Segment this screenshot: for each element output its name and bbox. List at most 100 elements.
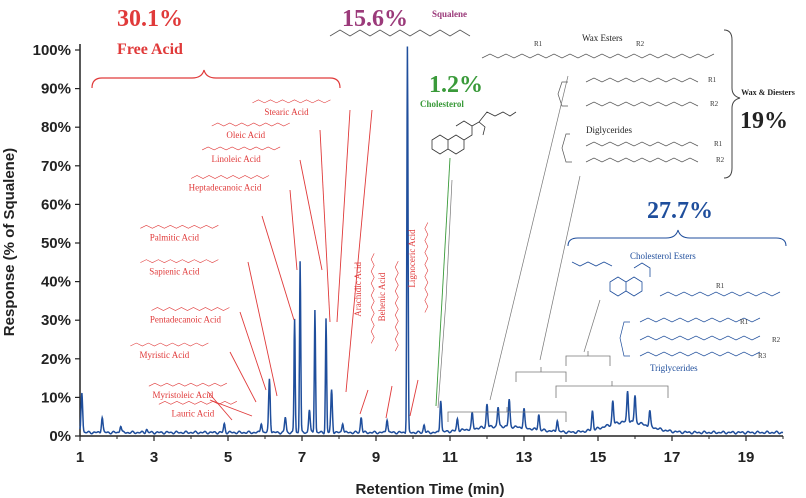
x-tick-label: 1: [76, 449, 84, 466]
pointer-line: [583, 299, 601, 353]
x-tick-label: 5: [224, 449, 232, 466]
acid-structure: [394, 260, 399, 352]
acid-pointer-line: [345, 109, 373, 393]
trace-layer: [79, 46, 784, 435]
cholesterol-esters-brace: [567, 229, 787, 247]
cholesterol-esters-label: Cholesterol Esters: [630, 251, 696, 261]
y-tick-label: 100%: [33, 42, 71, 59]
x-tick-label: 17: [664, 449, 681, 466]
acid-structure: [158, 400, 237, 405]
pointer-line: [539, 175, 581, 361]
ester-chain: [639, 317, 761, 323]
acid-label: Lignoceric Acid: [407, 229, 417, 288]
acid-label: Lauric Acid: [171, 408, 214, 418]
x-axis-label: Retention Time (min): [356, 481, 505, 498]
r-group-label: R2: [716, 156, 725, 164]
acid-structure: [148, 382, 227, 387]
acid-pointer-line: [239, 311, 267, 391]
diglycerides-label: Diglycerides: [586, 125, 632, 135]
axes: 0%10%20%30%40%50%60%70%80%90%100%1 3 5 7 9 11…: [33, 42, 784, 466]
glyceride-chain: [585, 141, 699, 147]
acid-pointer-line: [229, 351, 257, 403]
acid-label: Sapienic Acid: [149, 267, 200, 277]
acid-label: Oleic Acid: [226, 130, 265, 140]
y-tick-label: 90%: [41, 81, 71, 98]
glyceride-backbone: [557, 81, 572, 163]
acid-label: Pentadecanoic Acid: [150, 315, 222, 325]
acid-label: Arachidic Acid: [353, 261, 363, 316]
glyceride-chain: [585, 77, 699, 83]
acid-pointer-line: [247, 261, 278, 397]
chromatogram-trace: [79, 46, 784, 435]
free-acid-percent: 30.1%: [117, 6, 183, 32]
peak-group-bracket: [447, 407, 567, 422]
acid-pointer-line: [289, 189, 298, 271]
y-tick-label: 60%: [41, 196, 71, 213]
r-group-label: R1: [740, 318, 749, 326]
y-tick-label: 20%: [41, 351, 71, 368]
cholesterol-label: Cholesterol: [420, 99, 464, 109]
wax-esters-label: Wax Esters: [582, 33, 623, 43]
acid-pointer-line: [209, 399, 253, 417]
free-acid-brace: [91, 69, 341, 89]
x-tick-label: 13: [516, 449, 533, 466]
x-tick-label: 19: [738, 449, 755, 466]
cholesterol-esters-percent: 27.7%: [647, 198, 713, 224]
acid-pointer-line: [359, 389, 369, 415]
squalene-label: Squalene: [432, 9, 467, 19]
cholesterol-pointer: [435, 157, 451, 407]
y-tick-label: 30%: [41, 312, 71, 329]
cholesterol-structure: [431, 111, 517, 155]
ester-chain: [639, 351, 761, 357]
r-group-label: R1: [708, 76, 717, 84]
cholesterol-ester-structure: [571, 261, 651, 297]
acid-structure: [370, 253, 375, 344]
acid-structure: [211, 122, 290, 127]
acid-structure: [151, 307, 230, 311]
peak-group-bracket: [565, 351, 611, 366]
x-tick-label: 9: [372, 449, 380, 466]
acid-label: Palmitic Acid: [150, 232, 200, 242]
ester-chain: [639, 335, 761, 341]
x-tick-label: 11: [442, 449, 458, 466]
r-group-label: R1: [534, 40, 543, 48]
y-tick-label: 10%: [41, 389, 71, 406]
x-tick-label: 7: [298, 449, 306, 466]
pointer-line: [437, 179, 453, 409]
acid-structure: [130, 342, 209, 347]
peak-group-bracket: [555, 381, 669, 398]
y-tick-label: 0%: [49, 428, 71, 445]
acid-pointer-line: [261, 215, 295, 321]
cholesterol-percent: 1.2%: [429, 72, 483, 98]
triglycerides-label: Triglycerides: [650, 363, 698, 373]
triglyceride-backbone: [619, 321, 630, 357]
y-axis-label: Response (% of Squalene): [1, 148, 18, 336]
acid-pointer-line: [409, 379, 419, 417]
y-tick-label: 40%: [41, 274, 71, 291]
r-group-label: R3: [758, 352, 767, 360]
peak-group-bracket: [515, 367, 567, 382]
acid-label: Myristic Acid: [139, 350, 189, 360]
squalene-structure: [329, 29, 471, 37]
acid-structure: [252, 99, 331, 104]
acid-label: Behenic Acid: [377, 272, 387, 321]
acid-structure: [140, 224, 219, 229]
y-tick-label: 50%: [41, 235, 71, 252]
acid-pointer-line: [385, 385, 393, 419]
acid-structure: [424, 222, 429, 313]
acid-structure: [140, 259, 219, 263]
y-tick-label: 80%: [41, 119, 71, 136]
r-group-label: R1: [716, 282, 725, 290]
wax-diesters-label: Wax & Diesters: [741, 88, 795, 97]
r-group-label: R2: [636, 40, 645, 48]
glyceride-chain: [585, 101, 699, 107]
x-tick-label: 3: [150, 449, 158, 466]
wax-ester-structure: [481, 53, 715, 59]
pointer-line: [489, 75, 569, 401]
ester-chain: [659, 291, 781, 297]
r-group-label: R2: [710, 100, 719, 108]
acid-structure: [202, 146, 281, 151]
acid-pointer-line: [319, 129, 331, 323]
